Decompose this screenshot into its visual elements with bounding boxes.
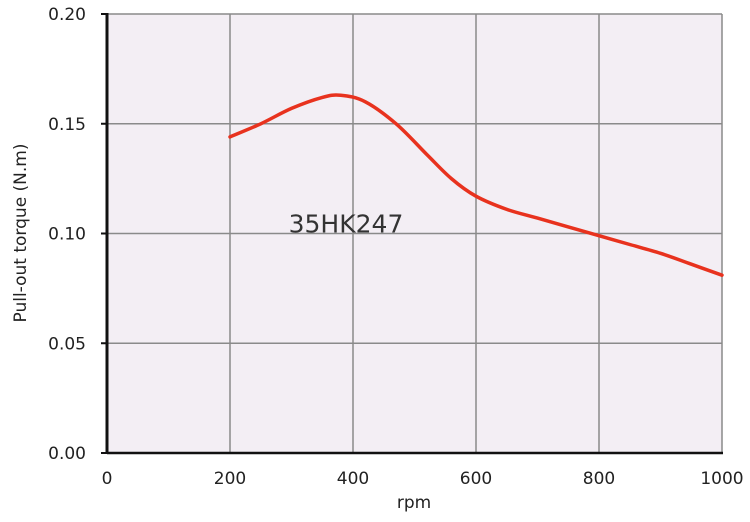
y-tick-labels: 0.00 0.05 0.10 0.15 0.20 [48, 5, 86, 464]
x-axis-title: rpm [397, 493, 431, 513]
y-tick-label: 0.05 [48, 334, 86, 354]
x-tick-label: 0 [102, 469, 113, 489]
x-tick-label: 200 [214, 469, 246, 489]
annotation-label: 35HK247 [289, 210, 404, 239]
x-tick-label: 800 [583, 469, 615, 489]
x-tick-label: 400 [337, 469, 369, 489]
axes [101, 13, 723, 455]
y-tick-label: 0.10 [48, 225, 86, 245]
y-tick-label: 0.15 [48, 115, 86, 135]
x-tick-label: 1000 [700, 469, 743, 489]
x-tick-label: 600 [460, 469, 492, 489]
series-group [228, 93, 724, 277]
y-tick-label: 0.20 [48, 5, 86, 25]
grid-lines [107, 13, 723, 453]
series-line-0 [228, 93, 724, 277]
x-tick-labels: 0 200 400 600 800 1000 [102, 469, 744, 489]
y-axis-title: Pull-out torque (N.m) [11, 144, 31, 323]
y-tick-label: 0.00 [48, 444, 86, 464]
